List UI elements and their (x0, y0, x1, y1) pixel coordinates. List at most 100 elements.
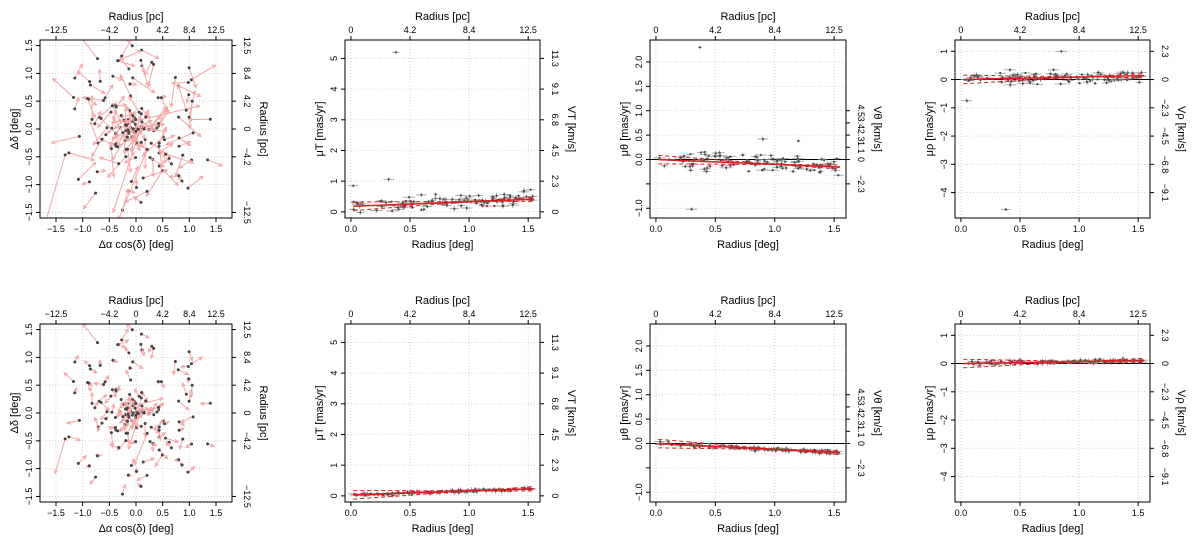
arrow-head (96, 426, 102, 432)
arrow-head (78, 63, 83, 69)
arrow-head (150, 447, 156, 453)
proper-motion-arrow (143, 61, 153, 76)
data-point (732, 163, 735, 166)
data-point (975, 73, 978, 77)
proper-motion-arrow (133, 433, 148, 466)
proper-motion-arrow (127, 433, 130, 444)
data-point (776, 159, 779, 162)
arrow-head (96, 123, 102, 129)
proper-motion-arrow (132, 77, 156, 94)
arrow-head (111, 136, 117, 142)
proper-motion-arrow (124, 190, 148, 203)
star-point (113, 416, 117, 420)
data-point (796, 155, 799, 158)
y-tick-label: −1.0 (24, 176, 34, 194)
data-point (1036, 83, 1039, 86)
x-tick-label: 0.0 (955, 224, 968, 234)
data-point (771, 157, 774, 160)
star-point (134, 156, 138, 160)
proper-motion-arrow (74, 97, 80, 110)
proper-motion-arrow (125, 424, 134, 434)
arrow-head (91, 152, 96, 158)
top-tick-label: 4.2 (156, 309, 169, 319)
data-point (721, 164, 724, 167)
proper-motion-arrow (117, 60, 135, 67)
y-tick-label: 5 (329, 340, 339, 345)
arrow-head (82, 204, 88, 210)
arrow-head (113, 109, 118, 115)
y-tick-label: 0.5 (24, 379, 34, 392)
panel-r2c4: 0.0 0.5 1.0 1.5 0 4.2 8.4 12.5 −4 −3 −2 −1 0 1 −9.1 −6.… (924, 295, 1187, 535)
arrow-head (192, 83, 198, 89)
y-tick-label: 1.5 (24, 323, 34, 336)
star-point (124, 147, 128, 151)
proper-motion-arrow (82, 324, 98, 343)
data-point (465, 196, 468, 200)
proper-motion-arrow (82, 40, 98, 59)
arrow-head (107, 426, 113, 431)
top-tick-label: 12.5 (825, 25, 843, 35)
fit-line (353, 198, 535, 208)
star-point (167, 156, 171, 160)
star-point (157, 164, 161, 168)
star-point (63, 437, 67, 441)
star-point (180, 463, 184, 467)
panel-r2c1: −1.5 −1.0 −0.5 0.0 0.5 1.0 1.5 −12.5 −4.2 0 4.2 8.4… (9, 295, 269, 535)
proper-motion-arrow (68, 436, 81, 441)
arrow-head (93, 416, 98, 422)
right-tick-label: −9.1 (1160, 468, 1170, 486)
y-tick-label: −2 (939, 415, 949, 425)
star-point (134, 413, 138, 417)
proper-motion-arrow (100, 118, 119, 137)
star-point (142, 411, 146, 415)
proper-motion-arrow (158, 146, 163, 168)
fit-band (353, 196, 535, 212)
star-point (145, 473, 149, 477)
arrow-head (89, 480, 94, 485)
star-point (140, 120, 144, 124)
fit-band (658, 447, 841, 451)
star-point (63, 153, 67, 157)
star-point (77, 418, 81, 422)
data-point (798, 166, 802, 169)
arrow-head (117, 408, 122, 414)
panel-r2c2: 0.0 0.5 1.0 1.5 0 4.2 8.4 12.5 0 1 2 3 4 5 0 2.3 4.5 6.8 9… (314, 295, 577, 535)
right-tick-label: −6.8 (1160, 439, 1170, 457)
y-tick-label: 2 (329, 148, 339, 153)
y-tick-label: 0 (329, 493, 339, 498)
star-point (187, 115, 191, 119)
right-tick-label: 0 (856, 157, 866, 162)
arrow-head (102, 394, 108, 399)
star-point (102, 99, 106, 103)
right-tick-label: 4.5 (856, 104, 866, 117)
data-point (378, 200, 382, 203)
fit-band (353, 486, 535, 500)
proper-motion-arrow (156, 109, 167, 129)
data-point (1008, 68, 1012, 71)
data-point (468, 194, 471, 198)
star-point (131, 114, 135, 118)
plot-area (46, 32, 224, 218)
data-point (420, 193, 423, 197)
arrow-head (130, 399, 135, 405)
proper-motion-arrow (159, 151, 172, 165)
axes-frame (344, 39, 541, 219)
x-tick-label: 1.5 (210, 508, 223, 518)
star-point (114, 144, 118, 148)
arrow-head (157, 435, 163, 441)
star-point (117, 162, 121, 166)
data-point (1077, 78, 1080, 81)
data-point (1049, 72, 1052, 75)
star-point (111, 358, 115, 362)
right-tick-label: −4.2 (242, 148, 252, 166)
star-point (67, 151, 71, 155)
data-point (761, 137, 764, 141)
arrow-head (123, 198, 129, 203)
data-point (780, 165, 783, 168)
arrow-head (112, 208, 117, 214)
arrow-head (186, 141, 192, 147)
arrow-head (119, 32, 123, 36)
x-tick-label: 1.0 (183, 508, 196, 518)
star-point (67, 435, 71, 439)
data-point (525, 195, 528, 198)
